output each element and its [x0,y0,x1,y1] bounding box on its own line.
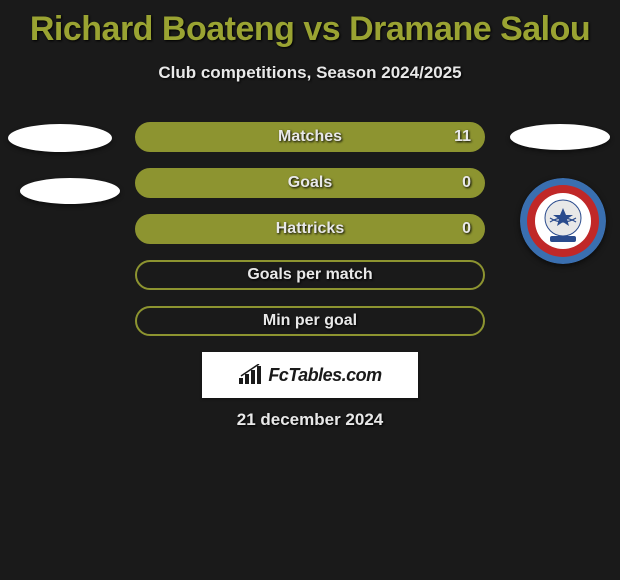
bar-chart-icon [238,364,264,386]
stat-value-right: 0 [462,174,471,192]
stat-row: Goals 0 [135,168,485,198]
player-right-avatar-placeholder [510,124,610,150]
stat-label: Hattricks [276,220,344,238]
stat-label: Min per goal [263,312,357,330]
stat-label: Goals per match [247,266,372,284]
club-left-logo-placeholder [20,178,120,204]
stats-comparison-block: Matches 11 Goals 0 Hattricks 0 Goals per match… [135,122,485,352]
page-title: Richard Boateng vs Dramane Salou [0,0,620,49]
club-right-badge [520,178,606,264]
footer-date: 21 december 2024 [0,410,620,430]
club-badge-icon [520,178,606,264]
stat-label: Matches [278,128,342,146]
stat-row: Min per goal [135,306,485,336]
stat-value-right: 0 [462,220,471,238]
stat-row: Goals per match [135,260,485,290]
stat-value-right: 11 [454,128,471,146]
season-subtitle: Club competitions, Season 2024/2025 [0,63,620,83]
fctables-watermark: FcTables.com [202,352,418,398]
stat-label: Goals [288,174,332,192]
player-left-avatar-placeholder [8,124,112,152]
fctables-label: FcTables.com [268,365,381,386]
stat-row: Hattricks 0 [135,214,485,244]
stat-row: Matches 11 [135,122,485,152]
